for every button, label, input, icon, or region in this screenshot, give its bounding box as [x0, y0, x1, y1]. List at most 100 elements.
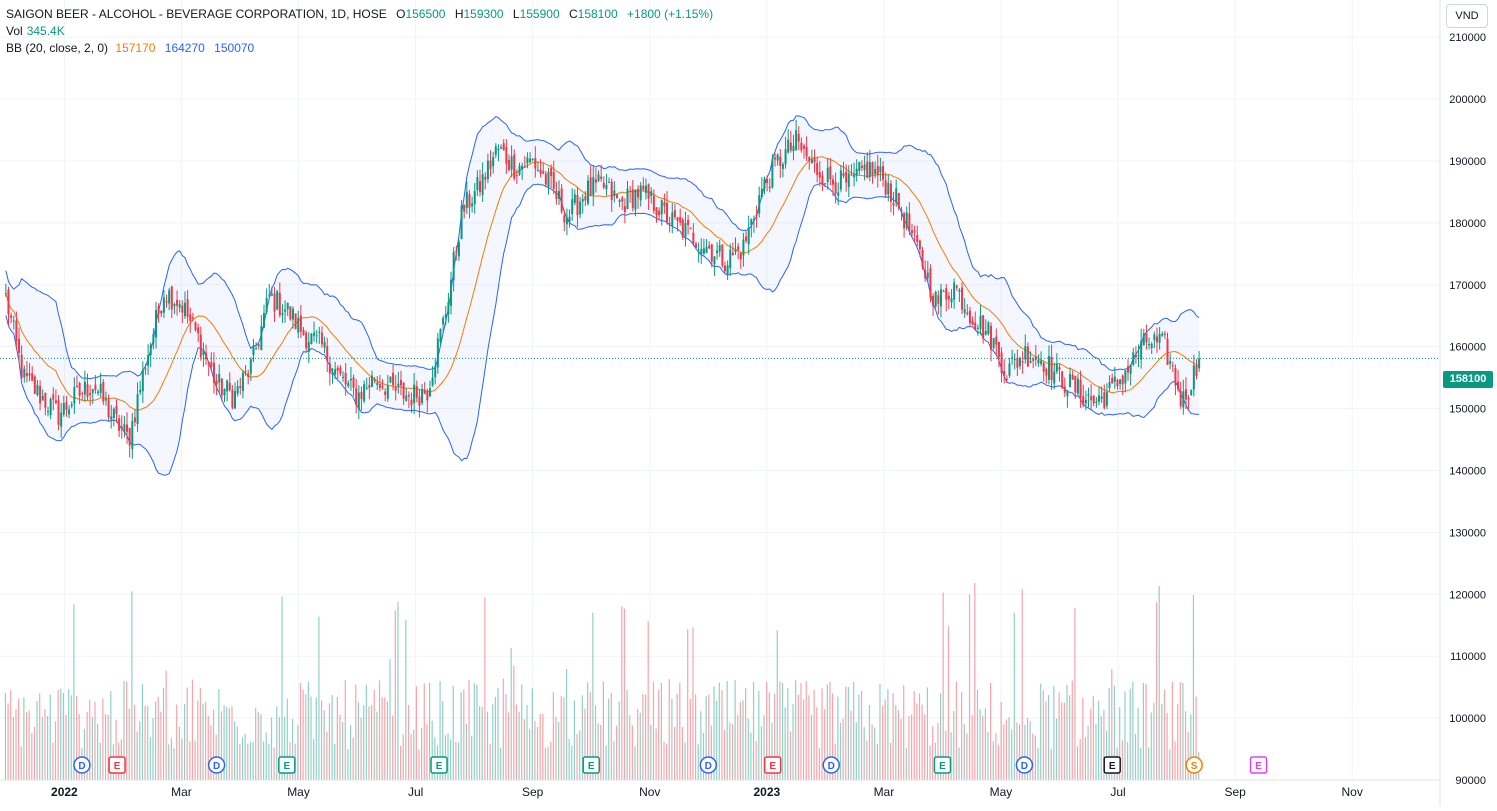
- volume-bar: [381, 697, 383, 780]
- candle-body: [884, 180, 887, 195]
- candle-body: [1016, 357, 1019, 368]
- candle: [178, 299, 181, 313]
- candle: [1069, 367, 1072, 388]
- candle-body: [421, 389, 424, 403]
- event-badge: [933, 756, 952, 774]
- volume-bar: [550, 741, 552, 780]
- price-axis[interactable]: 90000 100000 110000 120000 130000 140000 15000…: [1439, 0, 1486, 806]
- candle-body: [916, 235, 919, 242]
- volume-bar: [460, 692, 462, 780]
- volume-bar: [136, 731, 138, 780]
- candle-body: [534, 158, 537, 169]
- event-marker-e[interactable]: E: [933, 756, 952, 774]
- candle-body: [218, 373, 221, 383]
- volume-bar: [629, 715, 631, 780]
- event-marker-e[interactable]: E: [278, 756, 296, 774]
- candle-body: [75, 385, 78, 387]
- symbol-title[interactable]: SAIGON BEER - ALCOHOL - BEVERAGE CORPORA…: [6, 7, 387, 21]
- candle-body: [436, 338, 439, 368]
- candle: [18, 327, 21, 363]
- event-marker-d[interactable]: D: [207, 756, 226, 774]
- bb-label[interactable]: BB (20, close, 2, 0): [6, 41, 109, 55]
- volume-bar: [102, 698, 104, 780]
- volume-bar: [326, 731, 328, 780]
- candle-body: [41, 395, 44, 401]
- candle-body: [212, 362, 215, 383]
- volume-bar: [858, 694, 860, 780]
- candle-body: [950, 298, 953, 303]
- candle-body: [407, 394, 410, 397]
- time-tick-label: Jul: [408, 785, 423, 799]
- volume-bar: [405, 620, 407, 780]
- candle: [750, 218, 753, 238]
- candle-body: [536, 170, 539, 172]
- candle: [502, 139, 505, 151]
- volume-bar: [810, 714, 813, 780]
- candle: [621, 196, 624, 210]
- candle-body: [1148, 343, 1151, 346]
- candle-body: [428, 388, 431, 397]
- candle-body: [695, 243, 697, 248]
- event-marker-d[interactable]: D: [73, 756, 91, 774]
- event-badge: [1015, 756, 1034, 774]
- event-marker-d[interactable]: D: [822, 756, 840, 774]
- volume-bar: [515, 704, 518, 780]
- candle-body: [602, 182, 605, 188]
- candle: [642, 177, 645, 191]
- candle: [729, 243, 732, 276]
- candle-body: [394, 387, 397, 391]
- volume-bar: [718, 682, 720, 780]
- volume-bar: [650, 724, 652, 780]
- volume-bar: [995, 733, 997, 780]
- event-marker-e[interactable]: E: [1103, 756, 1121, 774]
- volume-bar: [1179, 682, 1181, 780]
- candle: [692, 222, 695, 247]
- volume-bar: [1053, 685, 1055, 780]
- candle-body: [28, 373, 31, 376]
- candle: [900, 206, 903, 221]
- volume-bar: [20, 746, 22, 780]
- volume-bar: [199, 688, 201, 780]
- event-marker-s[interactable]: S: [1185, 756, 1203, 774]
- event-marker-e[interactable]: E: [763, 756, 782, 774]
- candle-body: [990, 325, 993, 350]
- candle: [12, 315, 15, 330]
- volume-label[interactable]: Vol: [6, 24, 23, 38]
- candle: [442, 315, 445, 333]
- event-marker-e[interactable]: E: [582, 756, 600, 774]
- event-marker-d[interactable]: D: [699, 756, 718, 774]
- candle-body: [265, 297, 268, 313]
- candle-body: [497, 148, 500, 150]
- volume-bar: [484, 597, 486, 780]
- event-marker-d[interactable]: D: [1015, 756, 1034, 774]
- candle: [170, 285, 173, 318]
- candle-body: [1074, 376, 1077, 393]
- volume-bar: [131, 591, 133, 780]
- candle-body: [381, 386, 384, 388]
- time-axis[interactable]: 2022 Mar May Jul Sep Nov 2023 Mar May Jul Sep Nov: [0, 779, 1440, 799]
- volume-bar: [921, 704, 923, 780]
- currency-button[interactable]: VND: [1446, 4, 1488, 28]
- event-marker-e[interactable]: E: [1249, 756, 1268, 774]
- volume-bar: [286, 698, 288, 780]
- candle: [1063, 377, 1066, 397]
- volume-bar: [1087, 725, 1089, 780]
- candle: [1116, 378, 1119, 390]
- volume-bar: [334, 743, 336, 780]
- event-marker-e[interactable]: E: [430, 756, 448, 774]
- candle-body: [784, 149, 787, 165]
- volume-bar: [976, 689, 979, 780]
- volume-bar: [573, 700, 576, 780]
- bb-upper-value: 164270: [164, 41, 205, 55]
- volume-bar: [939, 693, 942, 780]
- candle-body: [987, 322, 990, 335]
- volume-bar: [410, 734, 412, 780]
- time-tick-label: Mar: [171, 785, 192, 799]
- volume-bar: [431, 720, 433, 780]
- candle: [136, 382, 139, 432]
- candle-body: [573, 194, 576, 203]
- candle-body: [687, 219, 690, 225]
- event-marker-e[interactable]: E: [108, 756, 126, 774]
- volume-bar: [642, 694, 644, 780]
